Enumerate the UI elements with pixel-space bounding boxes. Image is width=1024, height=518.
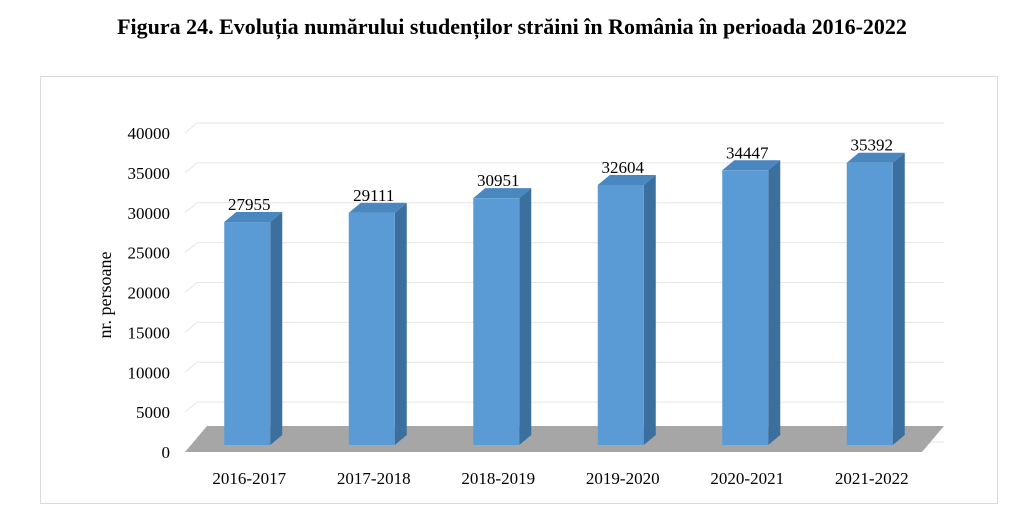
labels-layer: 0 5000 10000 15000 20000 25000 30000 35000 40000…	[128, 124, 909, 488]
bar	[224, 212, 283, 445]
bar	[348, 202, 407, 445]
grid-depth-line	[184, 282, 198, 293]
y-tick-label: 10000	[128, 363, 171, 382]
bar	[846, 152, 905, 446]
bar-top-face	[722, 160, 781, 171]
x-tick-label: 2020-2021	[710, 469, 784, 488]
data-label: 29111	[353, 186, 394, 205]
grid-depth-line	[184, 242, 198, 254]
bar-front-face	[224, 222, 271, 445]
bar-front-face	[846, 162, 893, 446]
grid-depth-line	[184, 162, 198, 174]
y-tick-label: 40000	[128, 124, 171, 143]
y-tick-label: 20000	[128, 284, 171, 303]
y-axis-label: nr. persoane	[95, 252, 115, 339]
grid-depth-line	[184, 321, 198, 333]
bar	[473, 188, 532, 445]
bars-layer	[224, 152, 905, 446]
bar-top-face	[224, 212, 283, 223]
bar-side-face	[519, 188, 532, 445]
x-tick-label: 2021-2022	[835, 469, 909, 488]
x-tick-label: 2016-2017	[212, 469, 286, 488]
y-tick-label: 35000	[128, 164, 171, 183]
y-tick-label: 5000	[136, 403, 170, 422]
y-tick-label: 15000	[128, 323, 171, 342]
data-label: 30951	[477, 171, 520, 190]
bar-side-face	[643, 174, 656, 445]
grid-depth-line	[184, 202, 198, 214]
bar	[722, 160, 781, 446]
bar-front-face	[722, 170, 769, 446]
data-label: 34447	[726, 143, 769, 162]
bar-top-face	[597, 174, 656, 185]
bar-top-face	[846, 152, 905, 163]
y-tick-label: 25000	[128, 244, 171, 263]
bar-side-face	[768, 160, 781, 446]
y-tick-label: 30000	[128, 204, 171, 223]
grid-layer	[184, 122, 944, 453]
data-label: 35392	[851, 136, 894, 155]
data-label: 32604	[602, 158, 645, 177]
bar-front-face	[348, 212, 395, 445]
bar-top-face	[473, 188, 532, 199]
figure-title: Figura 24. Evoluția numărului studențilo…	[117, 14, 907, 39]
grid-depth-line	[184, 401, 198, 413]
chart-frame	[40, 76, 998, 504]
x-tick-label: 2019-2020	[586, 469, 660, 488]
x-tick-label: 2018-2019	[461, 469, 535, 488]
bar-side-face	[892, 152, 905, 446]
bar-side-face	[270, 212, 283, 445]
grid-depth-line	[184, 361, 198, 373]
chart-floor	[185, 426, 944, 452]
data-label: 27955	[228, 195, 271, 214]
bar-side-face	[394, 202, 407, 445]
y-tick-label: 0	[162, 443, 171, 462]
bar	[597, 174, 656, 445]
x-tick-label: 2017-2018	[337, 469, 411, 488]
bar-front-face	[473, 198, 520, 445]
floor-plane	[185, 426, 944, 452]
bar-front-face	[597, 184, 644, 445]
bar-top-face	[348, 202, 407, 213]
grid-depth-line	[184, 122, 198, 134]
